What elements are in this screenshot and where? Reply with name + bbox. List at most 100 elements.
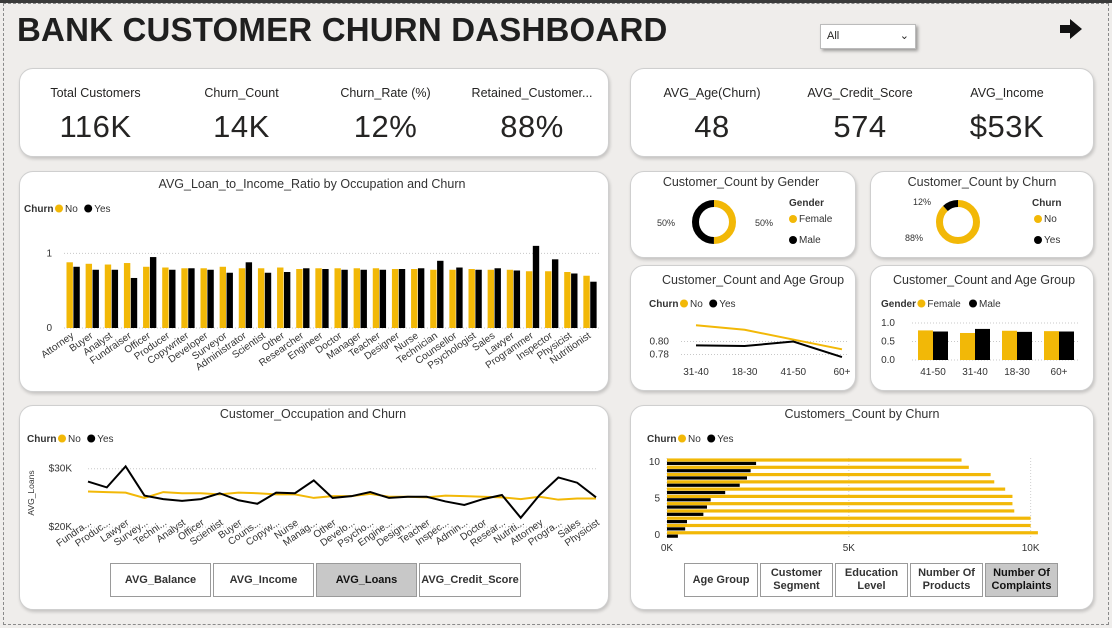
data-label: 50%: [755, 218, 773, 228]
chart-title: Customer_Occupation and Churn: [220, 407, 406, 421]
legend-dot: [917, 299, 926, 308]
bar-yes-lawyer: [513, 270, 521, 328]
legend-title: Gender: [881, 299, 916, 310]
x-tick-label: 60+: [1051, 367, 1068, 378]
chart-title: Customers_Count by Churn: [785, 407, 940, 421]
bar-no-officer: [143, 266, 150, 328]
bar-yes-fundraiser: [130, 277, 138, 328]
kpi-value: 48: [694, 109, 730, 144]
legend-title: Gender: [789, 198, 824, 209]
legend-label: No: [690, 299, 703, 310]
bar-yes-nurse: [417, 268, 425, 328]
number-of-complaints-button[interactable]: Number Of Complaints: [985, 563, 1058, 597]
bar-yes-physicist: [571, 273, 578, 328]
x-tick-label: 41-50: [781, 367, 807, 378]
education-level-button[interactable]: Education Level: [835, 563, 908, 597]
avg-loans-button[interactable]: AVG_Loans: [316, 563, 417, 597]
bar-no-scientist: [257, 268, 265, 328]
bar-yes-administrator: [245, 262, 253, 328]
kpi-avg-age: AVG_Age(Churn) 48: [646, 86, 778, 145]
kpi-label: AVG_Age(Churn): [663, 86, 761, 100]
x-tick-label: 10K: [1022, 543, 1040, 554]
y-tick-label: 1: [46, 248, 52, 259]
bar-yes-3: [667, 512, 704, 516]
legend-label: No: [1044, 214, 1057, 225]
bar-no-copywriter: [181, 268, 188, 328]
bar-no-physicist: [564, 272, 571, 328]
chart-title: Customer_Count by Gender: [663, 175, 819, 189]
donut-slice-no: [936, 200, 980, 244]
bar-male-41-50: [933, 331, 948, 360]
churn-card: [870, 171, 1094, 258]
kpi-value: 574: [833, 109, 887, 144]
age-group-button[interactable]: Age Group: [684, 563, 758, 597]
bar-yes-officer: [149, 257, 157, 328]
kpi-value: 116K: [59, 109, 132, 144]
bar-yes-inspector: [551, 259, 559, 328]
bar-yes-4: [667, 505, 707, 509]
bar-no-nutritionist: [583, 275, 590, 328]
bar-no-buyer: [85, 263, 93, 328]
bar-no-3: [667, 509, 1015, 513]
bar-yes-10: [667, 461, 757, 466]
legend-dot: [789, 215, 797, 223]
bar-no-other: [277, 267, 284, 328]
legend-dot: [1034, 236, 1042, 244]
bar-female-18-30: [1002, 330, 1017, 360]
line-yes: [87, 464, 597, 520]
number-of-products-button[interactable]: Number Of Products: [910, 563, 983, 597]
legend-title: Churn: [24, 204, 53, 215]
bar-no-8: [667, 472, 991, 477]
customer-segment-button[interactable]: Customer Segment: [760, 563, 833, 597]
legend-title: Churn: [1032, 198, 1061, 209]
legend-title: Churn: [647, 434, 676, 445]
bar-no-producer: [162, 267, 169, 328]
bar-yes-developer: [207, 269, 214, 328]
x-tick-label: 60+: [833, 367, 850, 378]
avg-balance-button[interactable]: AVG_Balance: [110, 563, 211, 597]
legend-dot: [680, 299, 688, 308]
bar-no-psychologist: [468, 269, 475, 328]
arrow-right-icon[interactable]: [1058, 16, 1084, 47]
bar-yes-9: [667, 469, 751, 473]
kpi-value: $53K: [969, 109, 1045, 144]
bar-male-60+: [1059, 331, 1074, 360]
bar-no-4: [667, 502, 1013, 506]
bar-yes-designer: [398, 269, 406, 328]
legend-dot: [969, 299, 977, 308]
legend-label: No: [65, 204, 78, 215]
chevron-down-icon: ⌄: [899, 30, 909, 42]
legend-label: Yes: [719, 299, 735, 310]
bar-female-31-40: [960, 332, 975, 360]
kpi-churn-count: Churn_Count 14K: [174, 86, 309, 145]
bar-no-9: [667, 465, 969, 469]
kpi-value: 88%: [500, 109, 564, 144]
bar-no-technician: [430, 269, 437, 328]
bar-female-41-50: [918, 330, 933, 360]
avg-income-button[interactable]: AVG_Income: [213, 563, 314, 597]
bar-yes-engineer: [322, 269, 329, 328]
legend-dot: [87, 434, 96, 443]
bar-yes-5: [667, 498, 711, 502]
kpi-label: Churn_Rate (%): [340, 86, 431, 100]
legend-label: Female: [927, 299, 961, 310]
bar-no-0: [667, 531, 1038, 535]
donut-slice-male: [692, 200, 736, 244]
legend-dot: [678, 434, 686, 443]
y-tick-label: 0.80: [650, 337, 670, 348]
kpi-total-customers: Total Customers 116K: [28, 86, 163, 145]
legend-dot: [58, 434, 66, 443]
y-tick-label: 0.78: [650, 350, 670, 361]
filter-slicer[interactable]: All ⌄: [820, 24, 916, 49]
bar-no-researcher: [296, 269, 303, 328]
bar-yes-2: [667, 520, 687, 524]
y-tick-label: 0.5: [881, 337, 895, 348]
legend-label: Yes: [1044, 235, 1060, 246]
legend-dot: [55, 204, 63, 213]
kpi-label: AVG_Credit_Score: [807, 86, 913, 100]
bar-yes-counsellor: [456, 267, 463, 328]
x-tick-label: 31-40: [962, 367, 988, 378]
legend-dot: [707, 434, 716, 443]
avg-credit-score-button[interactable]: AVG_Credit_Score: [419, 563, 521, 597]
